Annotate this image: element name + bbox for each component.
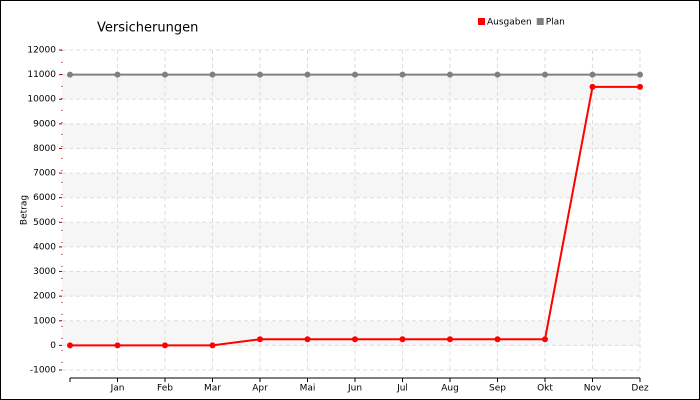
data-point <box>209 71 216 78</box>
data-point <box>542 336 548 343</box>
data-point <box>637 83 643 90</box>
x-tick-label: Okt <box>537 384 553 394</box>
data-point <box>447 71 453 78</box>
bands <box>62 74 640 346</box>
data-point <box>162 342 168 349</box>
data-point <box>589 83 596 90</box>
data-point <box>399 71 406 78</box>
y-tick-label: 3000 <box>33 267 56 277</box>
x-tick-label: Jul <box>396 384 408 394</box>
y-tick-label: 1000 <box>33 316 56 326</box>
data-point <box>494 336 501 343</box>
band <box>62 74 640 100</box>
band <box>62 173 640 198</box>
band <box>62 222 640 247</box>
y-axis-label: Betrag <box>20 195 30 225</box>
y-tick-label: 6000 <box>33 193 56 203</box>
data-point <box>257 336 263 343</box>
y-tick-label: 8000 <box>33 144 56 154</box>
data-point <box>304 71 311 78</box>
marks <box>67 71 643 349</box>
data-point <box>67 342 73 349</box>
data-point <box>637 71 643 78</box>
y-tick-label: 0 <box>50 341 56 351</box>
x-tick-label: Feb <box>157 384 173 394</box>
data-point <box>352 71 358 78</box>
data-point <box>399 336 406 343</box>
y-tick-label: 9000 <box>33 119 56 129</box>
x-tick-label: Sep <box>489 384 506 394</box>
data-point <box>304 336 311 343</box>
y-tick-label: -1000 <box>30 366 56 376</box>
legend-swatch <box>478 18 485 25</box>
band <box>62 320 640 346</box>
data-point <box>447 336 453 343</box>
x-tick-label: Mai <box>300 384 316 394</box>
legend-label: Plan <box>546 18 565 28</box>
x-tick-label: Nov <box>584 384 602 394</box>
data-point <box>589 71 596 78</box>
y-tick-label: 12000 <box>27 46 56 56</box>
legend-label: Ausgaben <box>487 18 532 28</box>
band <box>62 123 640 149</box>
data-point <box>67 71 73 78</box>
y-tick-label: 11000 <box>27 70 56 80</box>
chart-title: Versicherungen <box>97 21 198 36</box>
x-tick-label: Aug <box>441 384 459 394</box>
band <box>62 271 640 297</box>
legend-swatch <box>536 18 544 25</box>
y-tick-label: 4000 <box>33 242 56 252</box>
data-point <box>257 71 263 78</box>
y-tick-label: 5000 <box>33 218 56 228</box>
y-tick-label: 7000 <box>33 169 56 179</box>
x-tick-label: Jun <box>347 384 362 394</box>
x-tick-label: Jan <box>110 384 125 394</box>
y-tick-label: 2000 <box>33 292 56 302</box>
data-point <box>209 342 216 349</box>
x-tick-label: Apr <box>252 384 268 394</box>
data-point <box>114 71 121 78</box>
x-tick-label: Mar <box>204 384 221 394</box>
data-point <box>542 71 548 78</box>
grid <box>59 49 641 382</box>
y-tick-label: 10000 <box>27 95 56 105</box>
data-point <box>114 342 121 349</box>
data-point <box>162 71 168 78</box>
data-point <box>352 336 358 343</box>
x-tick-label: Dez <box>631 384 648 394</box>
data-point <box>494 71 501 78</box>
